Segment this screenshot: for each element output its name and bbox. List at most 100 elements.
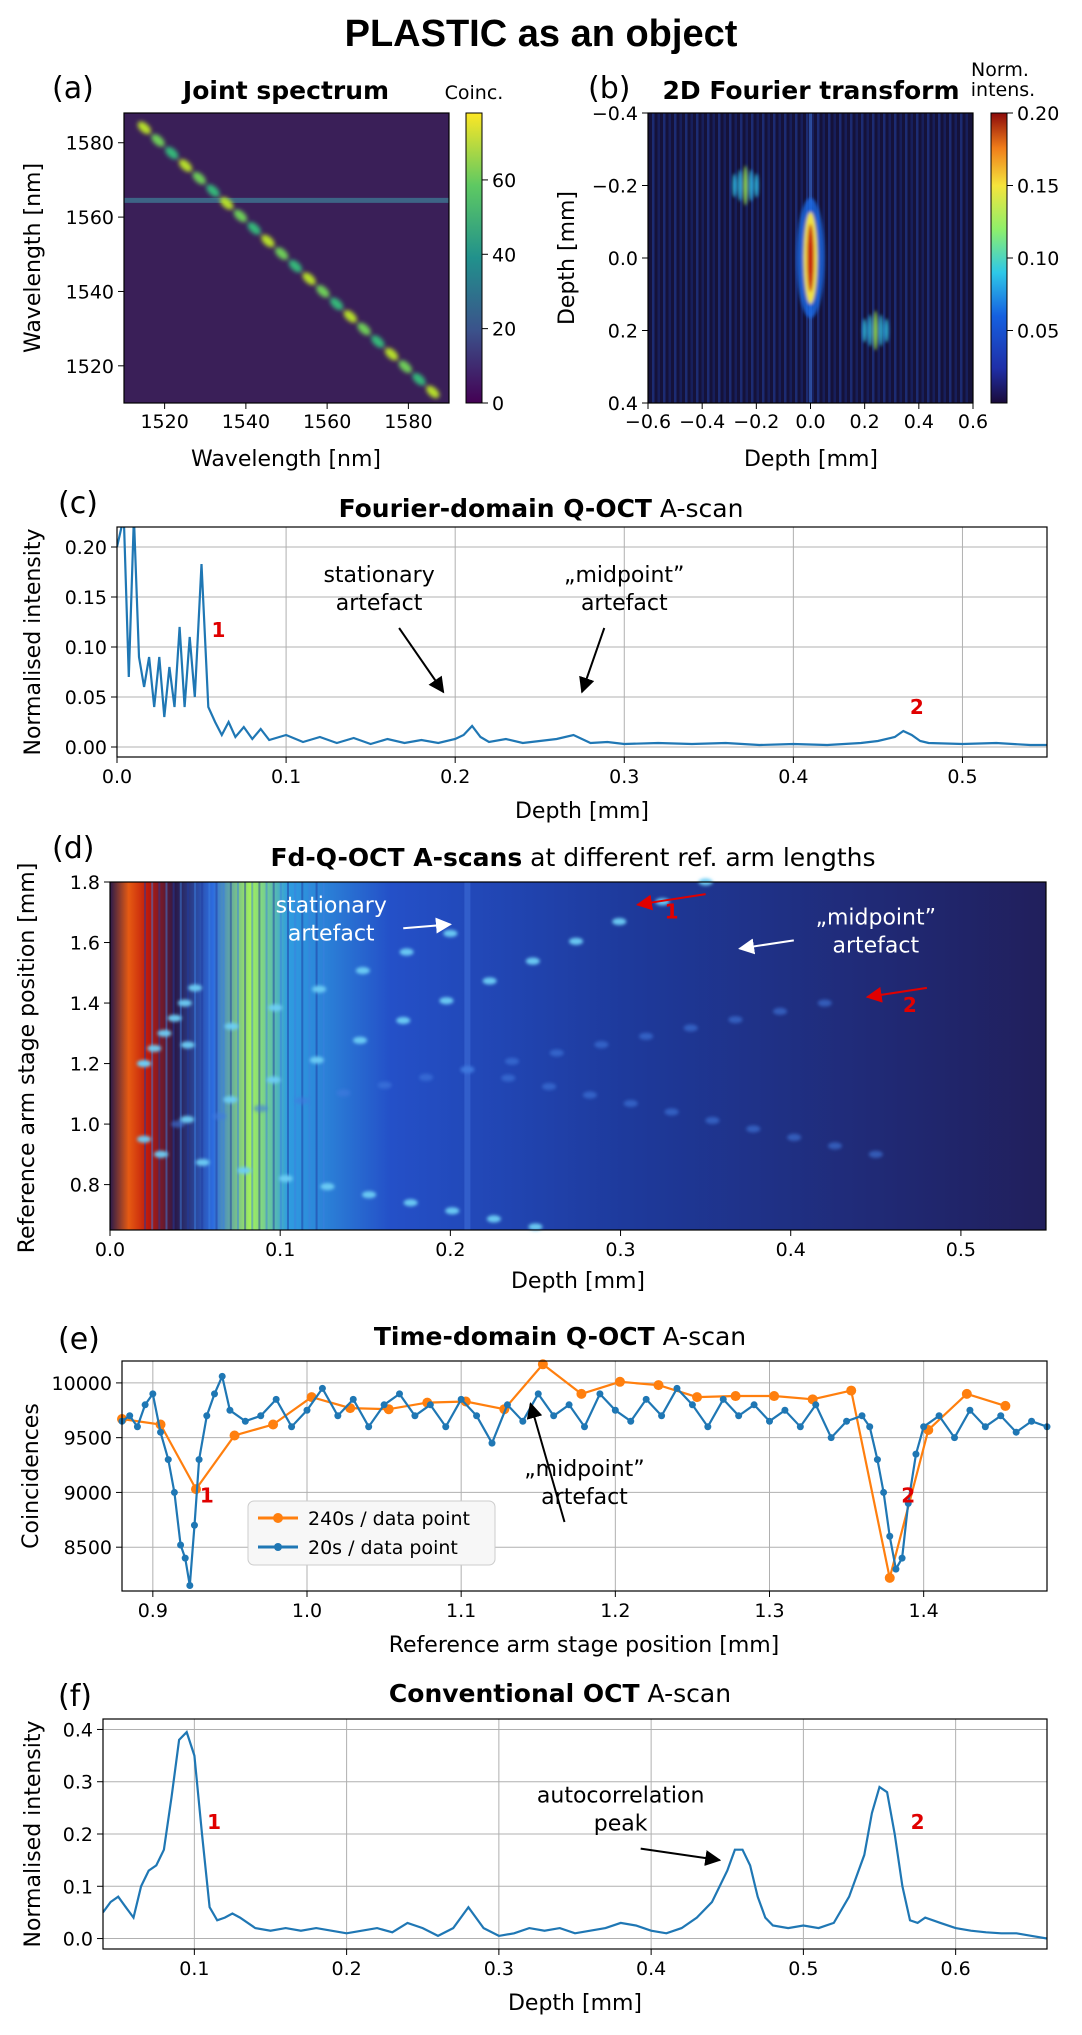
panel-f: (f) Conventional OCT A-scan 0.1 0.2 0.3 0.4…	[21, 1679, 1048, 2016]
f-annotation-0-line-0: autocorrelation	[537, 1784, 705, 1809]
panel-b-ytick-label: −0.2	[592, 176, 638, 198]
panel-d-marker-2: 2	[903, 993, 917, 1017]
panel-a-band-blob	[329, 297, 344, 311]
panel-a-band-blob	[426, 385, 440, 399]
e-series-1-point	[181, 1554, 189, 1562]
panel-d-streak-blob	[445, 1207, 460, 1215]
panel-d-streak-blob	[482, 977, 497, 985]
panel-b-colorbar-label-line-2: intens.	[971, 79, 1035, 101]
e-series-1-point	[349, 1395, 357, 1403]
panel-b-colorbar-tick-label: 0.10	[1017, 248, 1059, 270]
panel-a-band-group	[137, 121, 440, 399]
panel-d-xtick-label: 0.3	[605, 1239, 635, 1261]
f-marker-1: 1	[207, 1810, 221, 1834]
panel-d-xtick-label: 0.5	[946, 1239, 976, 1261]
e-series-1-point	[627, 1417, 635, 1425]
panel-c-plot-frame	[116, 526, 1048, 758]
panel-a-band-blob	[178, 159, 193, 172]
panel-b-xtick-label: 0.2	[850, 411, 880, 433]
panel-d-fringe	[251, 882, 254, 1230]
e-series-1-point	[396, 1390, 403, 1398]
panel-b-fringe	[789, 113, 792, 403]
c-xtick-label: 0.5	[947, 766, 977, 788]
panel-d-ticks: 0.0 0.1 0.2 0.3 0.4 0.5 0.8 1.0 1.2 1.4 1.6 1.8	[70, 872, 976, 1261]
panel-d-streak-blob	[817, 999, 832, 1007]
e-series-1-point	[226, 1406, 234, 1414]
panel-d-ytick-label: 1.8	[70, 872, 100, 894]
panel-e-legend-label-240s: 240s / data point	[308, 1508, 470, 1530]
panel-d-streak-blob	[180, 1041, 195, 1049]
panel-a-xlabel: Wavelength [nm]	[191, 447, 381, 472]
e-xtick-label: 1.4	[909, 1600, 939, 1622]
panel-d-fringe	[315, 882, 318, 1230]
panel-b-colorbar-label: Norm. intens.	[971, 59, 1035, 101]
panel-b: (b) 2D Fourier transform −0.6 −0.4 −0.2 0.0…	[555, 59, 1059, 472]
c-ytick-label: 0.00	[65, 737, 107, 759]
panel-d-streak-blob	[237, 1166, 252, 1175]
panel-f-series	[103, 1730, 1047, 1940]
panel-d-ytick-label: 1.0	[70, 1114, 100, 1136]
panel-d-annotation-0-arrow	[403, 917, 452, 934]
panel-d-streak-blob	[167, 1014, 182, 1022]
panel-f-title-rest: A-scan	[640, 1679, 731, 1708]
panel-d-streak-blob	[396, 1016, 411, 1025]
panel-d-streak-blob	[137, 1059, 152, 1068]
panel-d-streak-blob	[683, 1024, 698, 1032]
e-series-0-point	[229, 1430, 240, 1441]
e-series-0-point	[846, 1385, 857, 1396]
panel-d-fringe	[158, 882, 161, 1230]
e-series-1-point	[658, 1412, 666, 1420]
e-annotation-0-line-0: „midpoint”	[524, 1457, 644, 1482]
panel-d-streak-blob	[582, 1091, 597, 1099]
panel-d-annotation-1-line-1: artefact	[832, 933, 919, 958]
panel-d-fringe	[308, 882, 311, 1230]
panel-d-title-bold: Fd-Q-OCT A-scans	[270, 843, 522, 872]
panel-d-annotations: stationary artefact „midpoint” artefact 1 2	[276, 893, 936, 1017]
e-series-1-point	[195, 1456, 203, 1464]
panel-b-fringe	[674, 113, 677, 403]
panel-b-xtick-label: −0.2	[733, 411, 779, 433]
c-annotation-1-arrow	[579, 627, 606, 694]
f-xtick-label: 0.4	[636, 1958, 666, 1980]
panel-b-fringe	[872, 113, 875, 403]
panel-d-heatmap	[137, 878, 883, 1231]
e-series-1-point	[157, 1428, 165, 1436]
e-series-1-point	[334, 1412, 342, 1420]
f-ytick-label: 0.2	[63, 1824, 93, 1846]
panel-d-title-rest: at different ref. arm lengths	[522, 843, 875, 872]
e-ytick-label: 8500	[64, 1537, 112, 1559]
panel-b-colorbar-ticks: 0.05 0.10 0.15 0.20	[1007, 103, 1059, 343]
e-annotation-0-arrow	[526, 1402, 566, 1523]
e-series-1-point	[858, 1412, 866, 1420]
e-series-0-point	[884, 1572, 895, 1583]
panel-d-streak-blob	[154, 1150, 169, 1158]
panel-d-streak-blob	[195, 1158, 210, 1167]
panel-d-streak-blob	[336, 1089, 351, 1097]
panel-a-colorbar-tick-label: 40	[492, 244, 516, 266]
panel-a-band-blob	[165, 146, 179, 160]
e-series-0-point	[576, 1388, 587, 1399]
e-series-1-point	[141, 1401, 149, 1409]
e-series-0-point	[268, 1419, 279, 1430]
panel-e-legend-label-20s: 20s / data point	[308, 1537, 458, 1559]
panel-b-xtick-label: 0.0	[795, 411, 825, 433]
panel-b-ylabel: Depth [mm]	[555, 191, 580, 325]
panel-d-streak-blob	[773, 1007, 788, 1015]
panel-a-band-blob	[371, 335, 385, 348]
panel-e-title-rest: A-scan	[655, 1322, 746, 1351]
e-series-1-point	[873, 1456, 881, 1464]
panel-d-streak-blob	[787, 1133, 802, 1142]
panel-b-fringe	[663, 113, 666, 403]
panel-b-fringe	[938, 113, 941, 403]
e-series-1-point	[164, 1456, 172, 1464]
panel-a-colorbar-label: Coinc.	[445, 82, 504, 104]
panel-d-streak-blob	[377, 1081, 392, 1089]
panel-b-fringe	[734, 113, 737, 403]
panel-a-band-blob	[357, 322, 371, 336]
panel-b-fringe	[866, 113, 869, 403]
panel-b-ytick-label: −0.4	[592, 103, 638, 125]
panel-d-marker-1: 1	[665, 899, 679, 923]
c-xtick-label: 0.2	[440, 766, 470, 788]
panel-b-xlabel: Depth [mm]	[744, 447, 878, 472]
panel-d-streak-blob	[309, 1056, 324, 1064]
